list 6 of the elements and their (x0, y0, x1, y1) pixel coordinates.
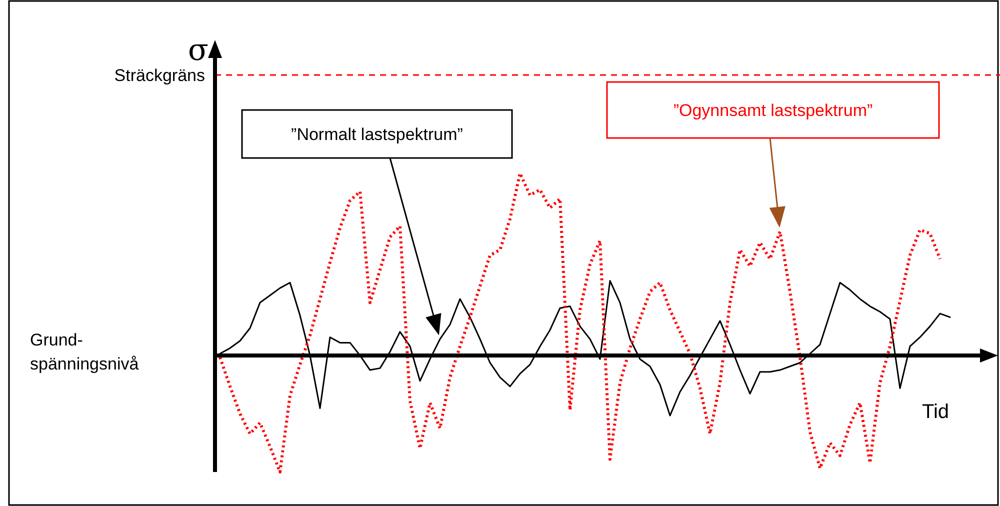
ref-line-label: Sträckgräns (114, 66, 205, 85)
text: Grund- spänningsnivå (30, 330, 140, 374)
text: ”Ogynnsamt lastspektrum” (673, 101, 873, 120)
y-axis-title: σ (188, 33, 208, 68)
x-axis-title: Tid (922, 401, 950, 423)
text: ”Normalt lastspektrum” (291, 125, 464, 144)
